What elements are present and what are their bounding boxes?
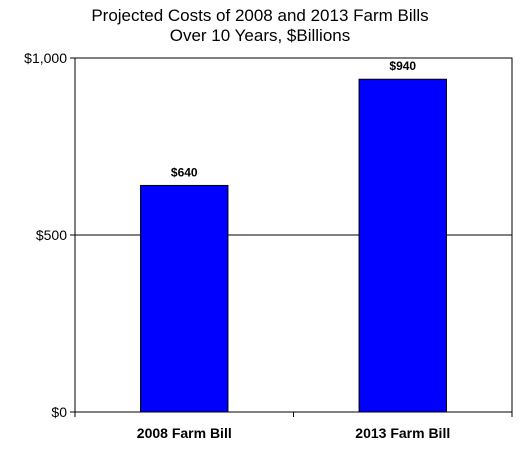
- bar: [358, 78, 447, 413]
- y-tick-label: $0: [51, 404, 67, 420]
- chart-title-line-2: Over 10 Years, $Billions: [169, 26, 351, 45]
- data-label: $940: [389, 59, 416, 73]
- chart-title-line-1: Projected Costs of 2008 and 2013 Farm Bi…: [91, 6, 429, 25]
- y-tick-label: $500: [36, 227, 67, 243]
- category-label: 2008 Farm Bill: [137, 425, 232, 441]
- category-labels: 2008 Farm Bill 2013 Farm Bill: [137, 425, 450, 441]
- bar: [140, 184, 229, 413]
- y-tick-label: $1,000: [24, 50, 67, 66]
- axes: [70, 57, 513, 417]
- data-label: $640: [171, 165, 198, 179]
- bars: [140, 78, 447, 413]
- y-tick-labels: $0 $500 $1,000: [24, 50, 67, 420]
- category-label: 2013 Farm Bill: [355, 425, 450, 441]
- data-labels: $640 $940: [171, 59, 417, 179]
